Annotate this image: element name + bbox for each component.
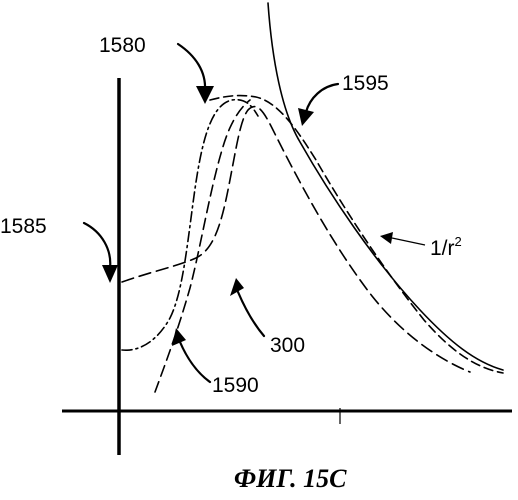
label-inverse-square-base: 1/r bbox=[430, 237, 455, 260]
label-300: 300 bbox=[270, 334, 305, 357]
arrow-1590 bbox=[180, 342, 210, 382]
arrowhead-1585 bbox=[102, 265, 118, 283]
arrow-inverse-square bbox=[392, 238, 425, 245]
axes bbox=[62, 78, 512, 455]
arrow-1585 bbox=[84, 223, 110, 268]
arrow-1595 bbox=[306, 84, 338, 112]
arrowhead-1590 bbox=[172, 328, 186, 346]
arrowhead-1595 bbox=[298, 108, 314, 126]
arrowhead-inverse-square bbox=[380, 232, 393, 244]
label-1590: 1590 bbox=[212, 374, 259, 397]
arrowhead-300 bbox=[230, 278, 244, 296]
label-1580: 1580 bbox=[99, 34, 146, 57]
label-inverse-square: 1/r2 bbox=[430, 234, 462, 260]
arrow-1580 bbox=[178, 44, 205, 90]
inverse-square-curve bbox=[268, 3, 503, 370]
arrow-300 bbox=[238, 292, 264, 336]
arrowhead-1580 bbox=[196, 86, 214, 104]
figure-caption: ФИГ. 15С bbox=[234, 464, 347, 493]
label-inverse-square-exponent: 2 bbox=[455, 234, 462, 249]
label-1595: 1595 bbox=[342, 72, 389, 95]
curve-1585 bbox=[122, 107, 470, 372]
labels: 1580 1595 1585 300 1590 1/r2 bbox=[0, 34, 462, 397]
label-1585: 1585 bbox=[0, 215, 47, 238]
curve-1590 bbox=[155, 100, 250, 392]
